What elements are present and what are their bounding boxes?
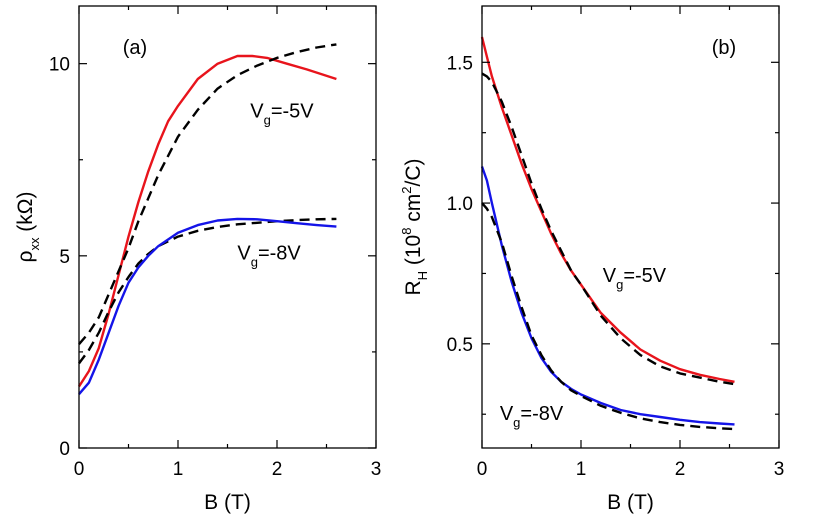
y-axis-title-base: R [402, 280, 425, 295]
y-axis-title-part: cm [402, 194, 425, 228]
y-tick-label: 1.5 [447, 53, 473, 74]
x-tick-label: 2 [272, 459, 283, 480]
curve-label-value: =-5V [623, 265, 666, 287]
x-axis-title: B (T) [607, 491, 654, 514]
curve-label-value: =-5V [271, 100, 314, 122]
y-axis-title: ρxx (kΩ) [14, 192, 42, 263]
curve-label-base: V [237, 243, 251, 265]
y-axis-title-base: ρ [14, 250, 37, 262]
series-line-2 [78, 43, 337, 345]
curve-label-base: V [603, 265, 617, 287]
y-axis-title-part: (kΩ) [14, 192, 37, 238]
curve-label-subscript: g [264, 112, 271, 127]
x-tick-label: 3 [371, 459, 382, 480]
curve-label: Vg=-5V [250, 100, 314, 127]
panel-b: 0 1 2 30.51.01.5B (T)RH (108 cm2/C)(b)Vg=-5… [399, 5, 785, 514]
curve-label-subscript: g [251, 255, 258, 270]
y-axis-title-subscript: xx [27, 237, 42, 251]
x-tick-label: 1 [173, 459, 184, 480]
x-axis-title: B (T) [204, 491, 251, 514]
x-tick-label: 2 [675, 459, 686, 480]
curve-label-base: V [250, 100, 264, 122]
series-line-2 [481, 72, 735, 386]
curve-label-subscript: g [616, 277, 623, 292]
y-tick-label: 10 [49, 55, 70, 76]
series-line-4 [481, 202, 735, 431]
y-axis-title: RH (108 cm2/C) [399, 158, 430, 295]
curve-label-value: =-8V [520, 403, 563, 425]
y-tick-label: 1.0 [447, 194, 473, 215]
x-tick-label: 0 [74, 459, 85, 480]
series-line-1 [480, 36, 735, 383]
series-line-1 [77, 54, 337, 388]
panel-label: (b) [712, 37, 736, 59]
curve-label: Vg=-8V [237, 243, 301, 270]
y-axis-title-superscript: 2 [399, 186, 414, 193]
panel-label: (a) [123, 37, 147, 59]
series-line-3 [78, 217, 337, 365]
curve-label-base: V [500, 403, 514, 425]
curve-label: Vg=-5V [603, 265, 667, 292]
x-tick-label: 1 [576, 459, 587, 480]
y-axis-title-part: (10 [402, 235, 425, 271]
y-axis-title-part: /C) [402, 158, 425, 186]
curve-label-value: =-8V [258, 243, 301, 265]
series-line-3 [480, 166, 735, 426]
y-tick-label: 5 [59, 247, 70, 268]
y-axis-title-superscript: 8 [399, 228, 414, 235]
x-tick-label: 3 [774, 459, 785, 480]
y-tick-label: 0.5 [447, 335, 473, 356]
curve-label: Vg=-8V [500, 403, 564, 430]
curve-label-subscript: g [513, 415, 520, 430]
y-tick-label: 0 [59, 439, 70, 460]
y-axis-title-subscript: H [415, 271, 430, 280]
series-line-4 [78, 217, 337, 395]
x-tick-label: 0 [477, 459, 488, 480]
